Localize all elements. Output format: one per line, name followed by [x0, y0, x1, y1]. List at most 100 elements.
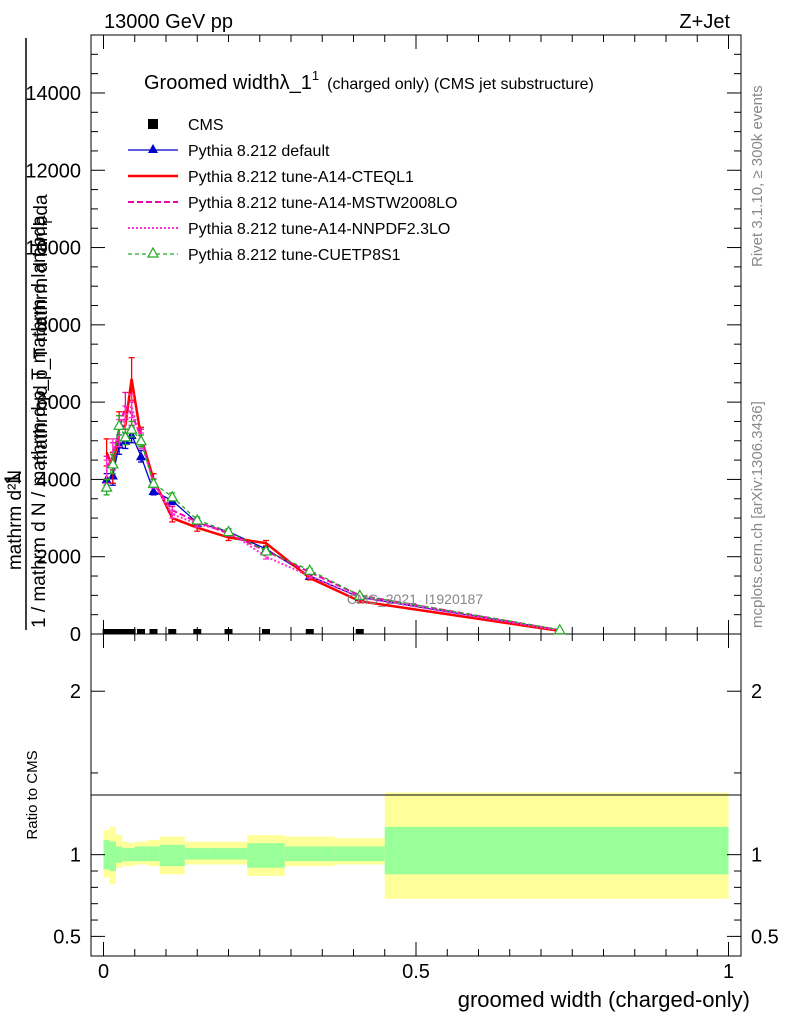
point-cuetp	[353, 589, 366, 600]
point-cuetp	[303, 563, 316, 575]
y-tick-label: 10000	[25, 238, 81, 260]
ratio-band-green	[247, 843, 285, 868]
y-tick-label: 4000	[37, 469, 82, 491]
point-cuetp	[166, 490, 179, 502]
y-axis-label-den: mathrm d p_T mathrm d lambda	[31, 194, 52, 465]
chart-title-rest: (charged only) (CMS jet substructure)	[327, 76, 594, 93]
ratio-band-green	[184, 848, 210, 860]
cms-point	[262, 629, 270, 634]
y-axis-label-den-sub: T	[40, 218, 55, 226]
point-cuetp	[113, 419, 126, 430]
series-line-nnpdf	[105, 403, 560, 632]
cms-point	[108, 629, 117, 634]
chart-title-lambda: λ_1	[280, 72, 312, 94]
y-tick-label: 6000	[37, 392, 82, 414]
cms-point	[193, 629, 202, 634]
point-cuetp	[100, 480, 113, 492]
ratio-band-green	[122, 848, 129, 862]
y-axis-label: 1 mathrm d²N mathrm d p_T mathrm d lambd…	[0, 38, 55, 630]
series-default	[101, 426, 565, 635]
point-cuetp	[553, 623, 566, 635]
x-axis-label: groomed width (charged-only)	[458, 987, 750, 1012]
ratio-band-green	[128, 848, 135, 862]
legend-cms-label: CMS	[188, 117, 224, 134]
cms-point	[224, 629, 233, 634]
cms-point	[102, 629, 111, 634]
legend-default-marker	[148, 144, 158, 153]
ratio-band-green	[116, 846, 123, 863]
series-cuetp	[100, 415, 566, 635]
point-default	[148, 486, 159, 496]
y-tick-label: 14000	[25, 83, 81, 105]
cms-point	[355, 629, 364, 634]
cms-point	[127, 629, 136, 634]
legend-nnpdf-label: Pythia 8.212 tune-A14-NNPDF2.3LO	[188, 221, 450, 238]
legend-cms-marker	[148, 119, 158, 129]
watermark: CMS_2021_I1920187	[347, 591, 483, 607]
cms-point	[121, 629, 130, 634]
ratio-band-green	[384, 826, 729, 875]
ratio-band-green	[159, 844, 185, 867]
legend-default-label: Pythia 8.212 default	[188, 143, 330, 160]
x-tick-label: 0.5	[402, 961, 430, 983]
y-tick-label: 12000	[25, 160, 81, 182]
point-cuetp	[106, 457, 119, 469]
point-cuetp	[125, 422, 138, 434]
chart-title: Groomed widthλ_11 (charged only) (CMS jet…	[144, 68, 594, 94]
ratio-tick-label-right: 0.5	[751, 926, 779, 948]
ratio-band-green	[134, 846, 148, 862]
ratio-band-green	[284, 846, 335, 862]
x-tick-label: 1	[723, 961, 734, 983]
side-text-top: Rivet 3.1.10, ≥ 300k events	[749, 85, 766, 267]
x-tick-label: 0	[98, 961, 109, 983]
y-axis-label-one: 1	[0, 473, 25, 485]
cms-point	[149, 629, 158, 634]
ratio-y-label: Ratio to CMS	[24, 750, 41, 839]
point-cuetp	[222, 525, 235, 537]
series-line-mstw	[105, 403, 560, 632]
ratio-band-green	[147, 846, 160, 862]
y-tick-label: 8000	[37, 315, 82, 337]
ratio-band-green	[109, 841, 116, 872]
series-line-cuetp	[105, 423, 560, 631]
side-text-bottom: mcplots.cern.ch [arXiv:1306.3436]	[749, 401, 766, 628]
legend-cteql1-label: Pythia 8.212 tune-A14-CTEQL1	[188, 169, 414, 186]
ratio-tick-label: 0.5	[53, 926, 81, 948]
ratio-bands	[103, 792, 729, 899]
ratio-tick-label: 1	[70, 845, 81, 867]
point-cuetp	[147, 477, 160, 488]
cms-point	[168, 629, 177, 634]
point-cuetp	[191, 513, 204, 525]
legend: CMS Pythia 8.212 default Pythia 8.212 tu…	[128, 117, 457, 264]
ratio-tick-label: 2	[70, 681, 81, 703]
point-cuetp	[119, 430, 132, 442]
series-layer	[100, 357, 566, 635]
y-axis-label-num: mathrm d²N	[5, 470, 26, 570]
legend-cuetp-label: Pythia 8.212 tune-CUETP8S1	[188, 247, 401, 264]
cms-point	[137, 629, 145, 634]
point-cuetp	[259, 544, 273, 556]
ratio-tick-label-right: 1	[751, 845, 762, 867]
legend-mstw-label: Pythia 8.212 tune-A14-MSTW2008LO	[188, 195, 457, 212]
point-default	[136, 451, 146, 461]
header-left: 13000 GeV pp	[104, 11, 233, 33]
chart-title-sup: 1	[312, 68, 319, 83]
ratio-band-green	[209, 848, 248, 860]
y-tick-label: 2000	[37, 547, 82, 569]
ratio-band-green	[103, 839, 110, 870]
axes: 0 2000 4000 6000 8000 10000 12000 14000 0 0.5 1 0.5…	[25, 34, 779, 983]
ratio-band-green	[334, 846, 385, 862]
cms-point	[115, 629, 124, 634]
legend-cuetp-marker	[146, 246, 160, 258]
point-cuetp	[134, 434, 148, 446]
ratio-tick-label-right: 2	[751, 681, 762, 703]
header-right: Z+Jet	[679, 11, 730, 33]
series-line-default	[106, 433, 560, 631]
cms-points	[102, 629, 364, 634]
y-tick-label: 0	[70, 624, 81, 646]
y-axis-label-full: 1 / mathrm d N / mathrm d p_T mathrm d l…	[29, 215, 50, 628]
series-nnpdf	[103, 393, 563, 632]
chart-title-main: Groomed width	[144, 72, 280, 94]
cms-point	[305, 629, 314, 634]
